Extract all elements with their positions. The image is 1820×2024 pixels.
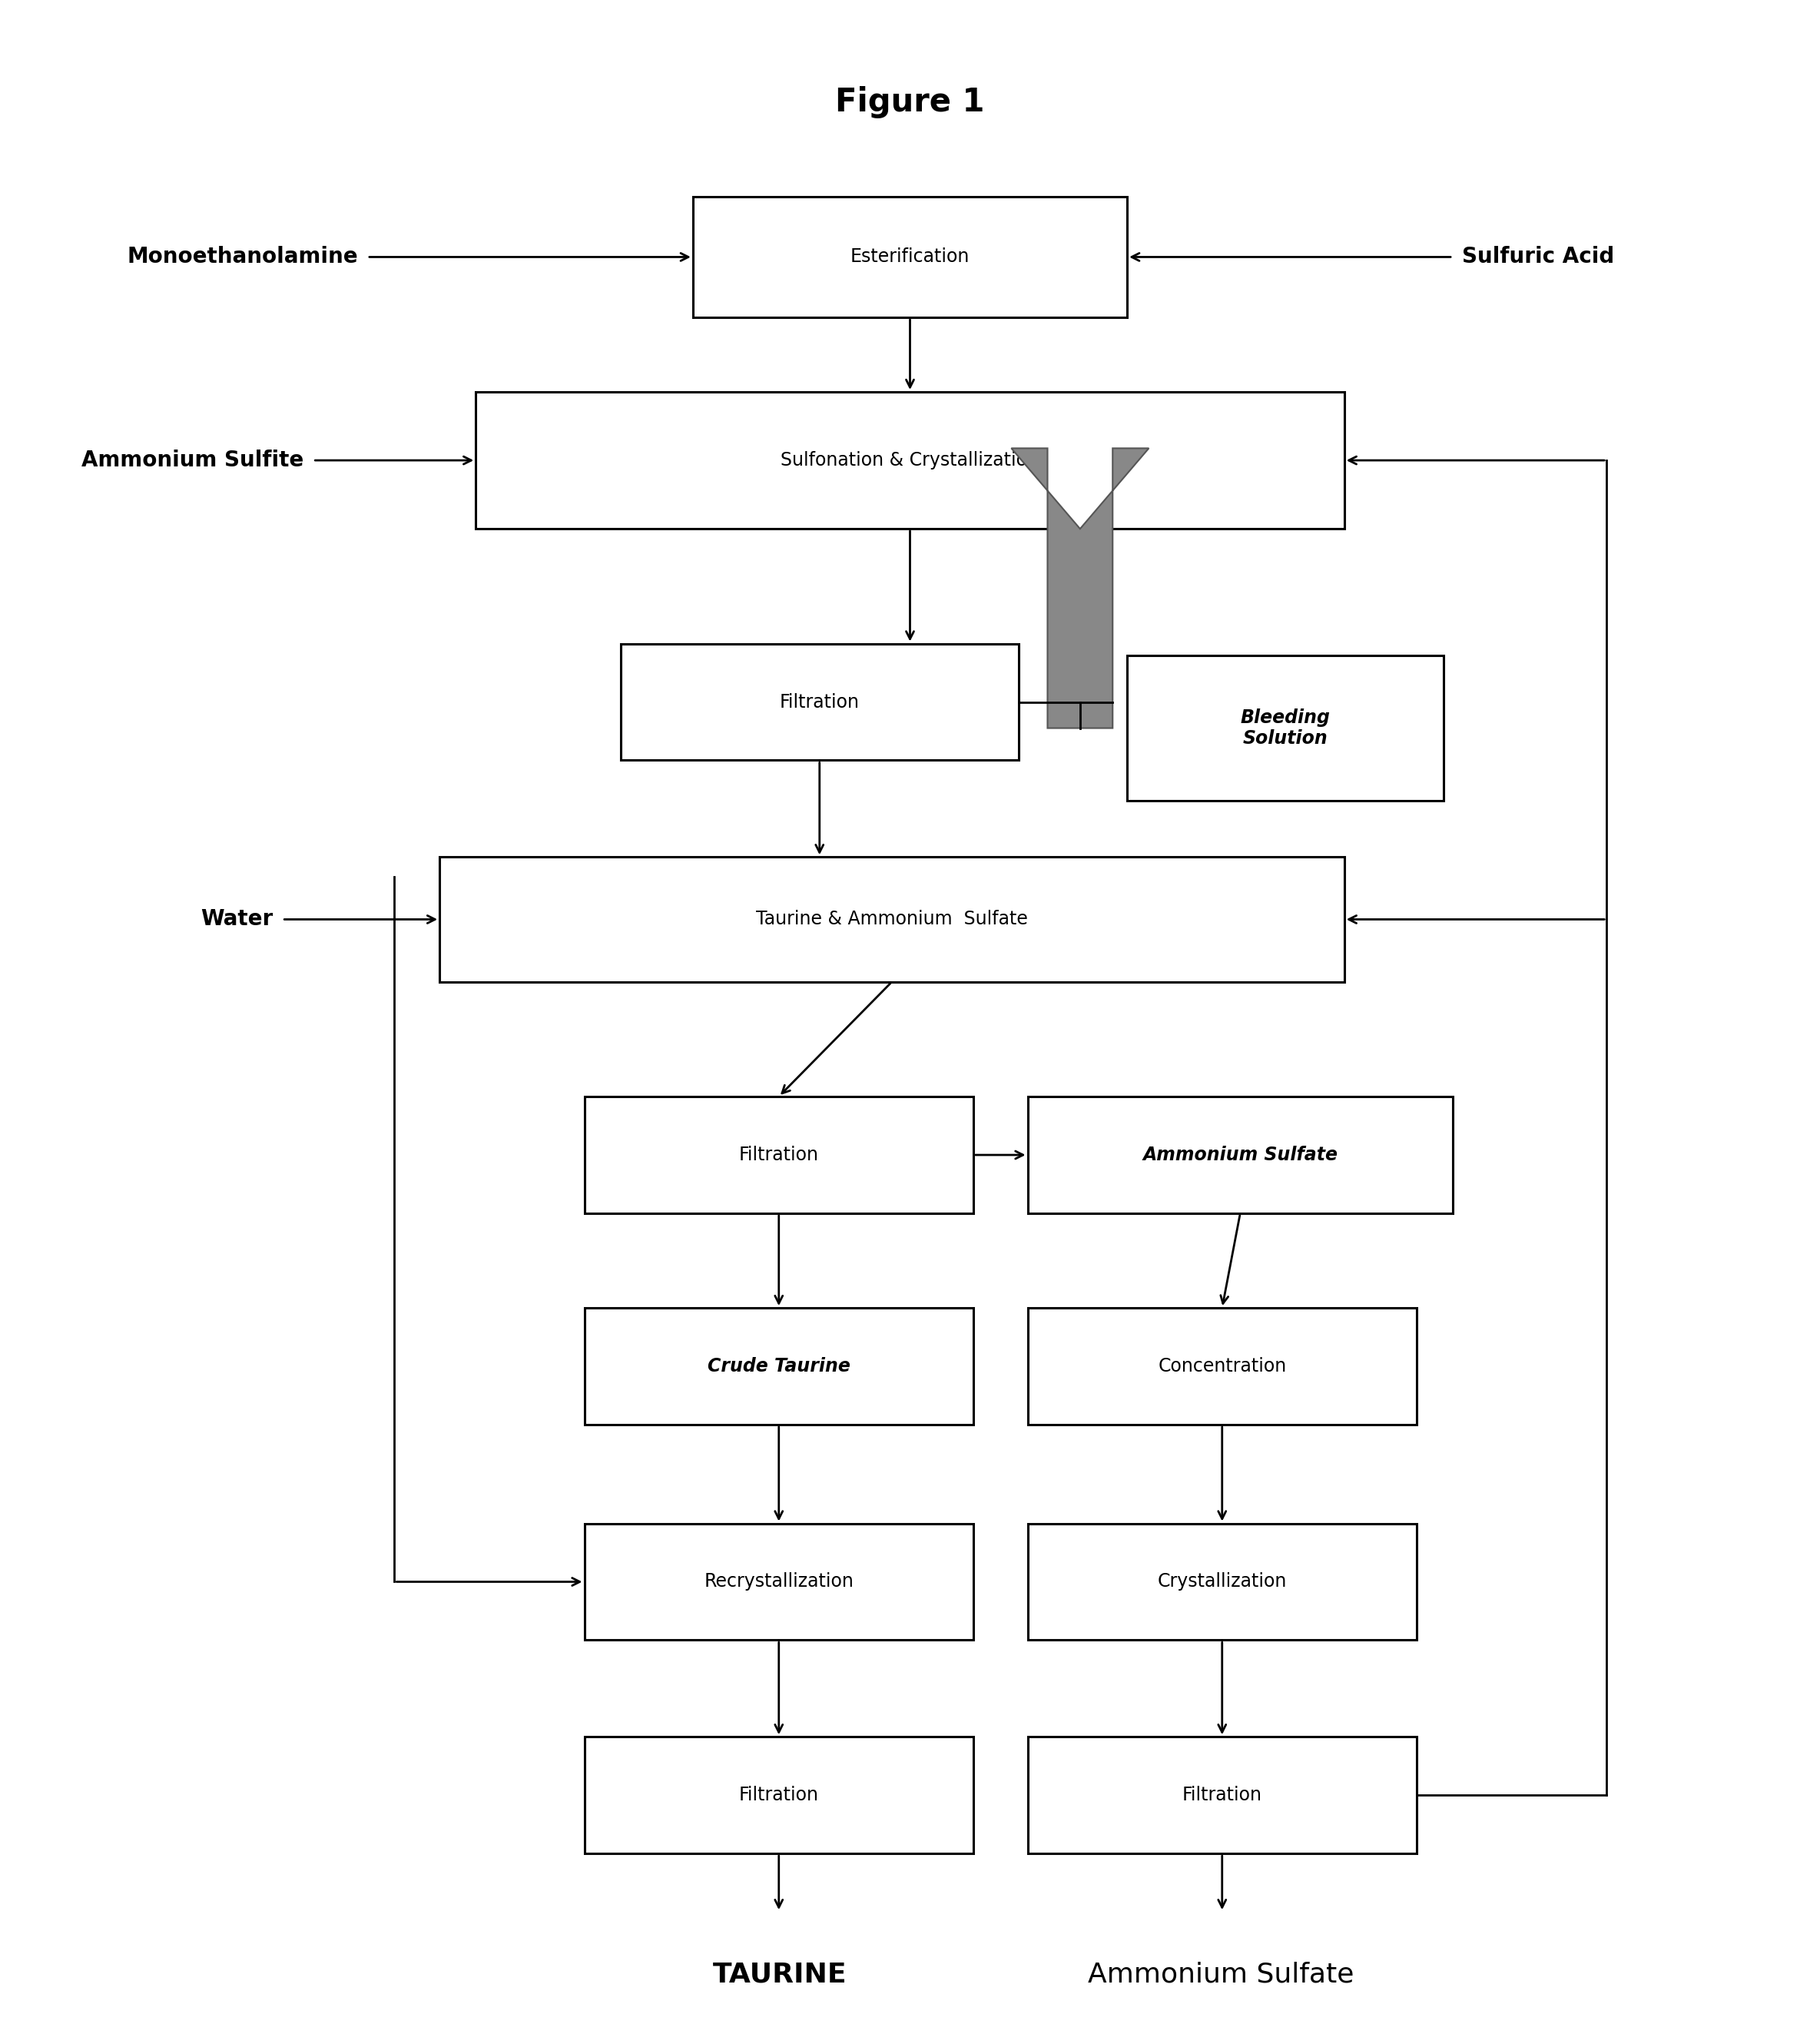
FancyBboxPatch shape bbox=[584, 1737, 974, 1854]
Text: TAURINE: TAURINE bbox=[713, 1961, 846, 1988]
Text: Esterification: Esterification bbox=[850, 247, 970, 267]
Text: Figure 1: Figure 1 bbox=[835, 85, 985, 117]
FancyBboxPatch shape bbox=[1028, 1097, 1452, 1212]
FancyBboxPatch shape bbox=[1028, 1308, 1416, 1425]
Text: Concentration: Concentration bbox=[1158, 1358, 1287, 1376]
Text: Ammonium Sulfate: Ammonium Sulfate bbox=[1088, 1961, 1354, 1988]
FancyBboxPatch shape bbox=[1028, 1737, 1416, 1854]
Text: Filtration: Filtration bbox=[739, 1146, 819, 1164]
Text: Recrystallization: Recrystallization bbox=[704, 1573, 854, 1591]
Polygon shape bbox=[1012, 447, 1148, 729]
FancyBboxPatch shape bbox=[693, 196, 1127, 318]
FancyBboxPatch shape bbox=[584, 1097, 974, 1212]
Text: Ammonium Sulfite: Ammonium Sulfite bbox=[82, 449, 304, 472]
Text: Crystallization: Crystallization bbox=[1158, 1573, 1287, 1591]
FancyBboxPatch shape bbox=[1127, 656, 1443, 802]
Text: Sulfonation & Crystallization: Sulfonation & Crystallization bbox=[781, 451, 1039, 470]
Text: Filtration: Filtration bbox=[739, 1785, 819, 1805]
Text: Filtration: Filtration bbox=[1183, 1785, 1261, 1805]
Text: Ammonium Sulfate: Ammonium Sulfate bbox=[1143, 1146, 1338, 1164]
Text: Taurine & Ammonium  Sulfate: Taurine & Ammonium Sulfate bbox=[755, 911, 1028, 929]
Text: Filtration: Filtration bbox=[779, 692, 859, 710]
FancyBboxPatch shape bbox=[475, 393, 1345, 528]
Text: Water: Water bbox=[200, 909, 273, 931]
FancyBboxPatch shape bbox=[621, 644, 1019, 761]
Text: Crude Taurine: Crude Taurine bbox=[708, 1358, 850, 1376]
FancyBboxPatch shape bbox=[584, 1308, 974, 1425]
Text: Sulfuric Acid: Sulfuric Acid bbox=[1461, 247, 1614, 267]
FancyBboxPatch shape bbox=[1028, 1524, 1416, 1639]
FancyBboxPatch shape bbox=[584, 1524, 974, 1639]
FancyBboxPatch shape bbox=[440, 856, 1345, 982]
Text: Monoethanolamine: Monoethanolamine bbox=[127, 247, 359, 267]
Text: Bleeding
Solution: Bleeding Solution bbox=[1241, 708, 1330, 749]
